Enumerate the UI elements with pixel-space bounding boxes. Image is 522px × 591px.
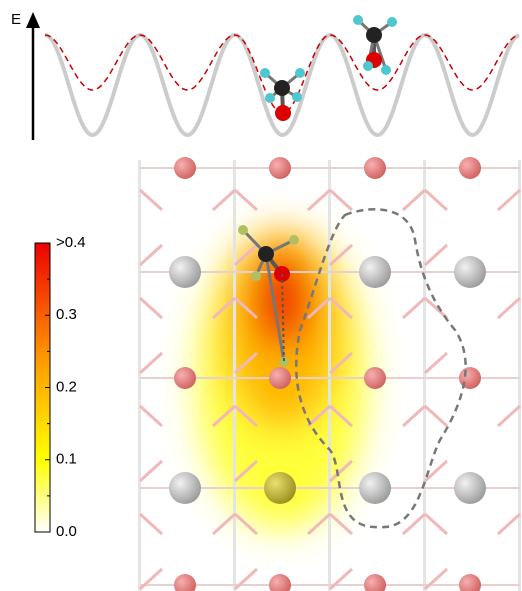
oxygen-atom [269,157,291,179]
metal-atom [454,472,486,504]
metal-atom [454,256,486,288]
carbon-atom [366,27,382,43]
hydrogen-atom [265,93,275,103]
carbon-atom [258,246,274,262]
oxygen-atom [269,367,291,389]
carbon-atom [274,80,290,96]
oxygen-atom [269,574,291,591]
colorbar-tick-label: 0.1 [56,451,77,468]
metal-atom [359,472,391,504]
bond [425,190,520,265]
oxygen-atom [174,367,196,389]
hydrogen-atom [353,15,363,25]
metal-atom [169,472,201,504]
oxygen-atom [459,157,481,179]
oxygen-atom [275,105,291,121]
colorbar-tick-label: 0.0 [56,523,77,540]
oxygen-atom [364,574,386,591]
metal-atom [359,256,391,288]
oxygen-atom [364,367,386,389]
bond [140,190,235,265]
metal-atom [264,472,296,504]
colorbar-tick-label: 0.3 [56,306,77,323]
colorbar-tick-label: >0.4 [56,234,86,251]
hydrogen-atom [381,65,391,75]
axis-arrow [26,12,40,28]
oxygen-atom [459,574,481,591]
hydrogen-atom [292,92,302,102]
hydrogen-atom [295,68,305,78]
oxygen-atom [174,157,196,179]
hydrogen-atom [363,61,373,71]
colorbar-tick-label: 0.2 [56,378,77,395]
hydrogen-atom [289,235,299,245]
figure: E >0.4 0.3 0.2 0.1 0.0 [0,0,522,591]
metal-atom [169,256,201,288]
axis-label: E [11,11,21,28]
hydrogen-atom [387,17,397,27]
oxygen-atom [364,157,386,179]
hydrogen-atom [251,271,261,281]
hydrogen-atom [238,225,248,235]
hydrogen-atom [260,68,270,78]
bond [425,406,520,481]
oxygen-atom [174,574,196,591]
